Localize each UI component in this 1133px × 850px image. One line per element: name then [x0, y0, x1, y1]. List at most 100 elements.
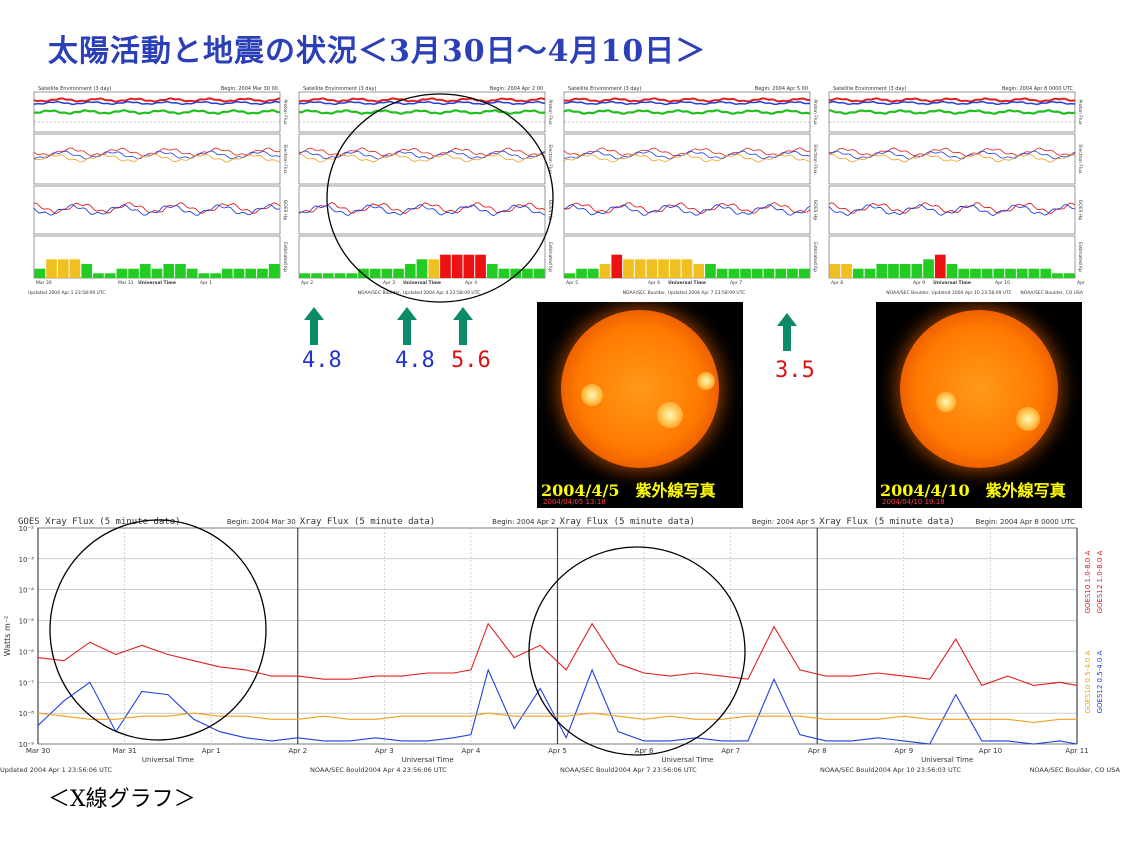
kp-bar: [970, 268, 981, 278]
electron-line: [33, 153, 281, 163]
kp-bar: [852, 268, 864, 278]
kp-bar: [334, 273, 346, 278]
kp-bar: [705, 264, 716, 278]
highlight-circle-xray: [49, 519, 267, 741]
xray-panel-begin: Begin: 2004 Apr 2: [492, 518, 555, 526]
kp-bar: [1040, 268, 1052, 278]
xray-panel-title: Xray Flux (5 minute data): [819, 517, 954, 527]
kp-bar: [740, 268, 751, 278]
kp-bar: [681, 259, 693, 278]
series-legend: GOES10 0.5-4.0 A: [1084, 650, 1092, 713]
xray-footer: NOAA/SEC Boulder, CO USA: [1030, 766, 1121, 774]
proton-line: [828, 100, 1076, 106]
panel-begin: Begin: 2004 Apr 2 00: [490, 86, 543, 92]
kp-bar: [923, 259, 934, 278]
side-label: GOES Hp: [1077, 200, 1083, 221]
side-label: Electron Flux: [1077, 144, 1083, 174]
panel-frame: [33, 133, 281, 185]
kp-bar: [864, 268, 876, 278]
side-label: Proton Flux: [1077, 99, 1083, 125]
y-axis-label: Watts m⁻²: [3, 616, 12, 657]
x-tick-label: Apr 8: [831, 280, 843, 286]
kp-bar: [311, 273, 322, 278]
xray-footer: Updated 2004 Apr 1 23:56:06 UTC: [0, 766, 112, 774]
y-tick-label: 10⁻⁵: [19, 618, 35, 626]
kp-bar: [787, 268, 798, 278]
panel-frame: [828, 133, 1076, 185]
side-label: Proton Flux: [812, 99, 818, 125]
electron-line: [298, 150, 546, 160]
hp-line: [33, 204, 281, 216]
kp-bar: [257, 268, 268, 278]
photo-caption-1: 2004/4/5 紫外線写真: [541, 481, 716, 500]
env-chart-2: Satellite Environment (3 day) Begin: 2004…: [298, 86, 553, 296]
hp-line: [563, 203, 811, 216]
highlight-circle-xray: [528, 546, 746, 756]
kp-bar: [669, 259, 681, 278]
kp-bar: [958, 268, 970, 278]
electron-line: [828, 153, 1076, 163]
kp-bar: [233, 268, 245, 278]
kp-bar: [829, 264, 841, 278]
kp-bar: [981, 268, 993, 278]
kp-bar: [151, 268, 163, 278]
y-tick-label: 10⁻⁷: [19, 679, 35, 687]
hp-line: [34, 202, 281, 215]
x-tick-label: Apr 1: [200, 280, 212, 286]
arrow-up-icon: [453, 307, 473, 345]
earthquake-magnitude-4: 3.5: [775, 358, 815, 383]
kp-bar: [369, 268, 381, 278]
electron-line: [33, 150, 281, 160]
side-label: Electron Flux: [547, 144, 553, 174]
xray-panel-title: Xray Flux (5 minute data): [300, 517, 435, 527]
kp-bar: [888, 264, 899, 278]
kp-bar: [299, 273, 311, 278]
env-panel-4: Satellite Environment (3 day) Begin: 2004…: [823, 86, 1085, 296]
panel-frame: [828, 91, 1076, 133]
x-tick-label: Apr 4: [465, 280, 477, 286]
x-axis-label: Universal Time: [661, 756, 713, 764]
photo-caption-2: 2004/4/10 紫外線写真: [880, 481, 1066, 500]
kp-bar: [46, 259, 57, 278]
proton-line: [563, 97, 810, 103]
y-tick-label: 10⁻⁴: [19, 587, 35, 595]
xray-panel-title: GOES Xray Flux (5 minute data): [18, 517, 181, 527]
panel-frame: [563, 91, 811, 133]
x-tick-label: Apr 3: [375, 747, 394, 755]
xray-series-line: [37, 668, 1078, 745]
updated-stamp: Updated 2004 Apr 1 23:58:09 UTC: [28, 290, 106, 296]
side-label: Estimated Kp: [1077, 242, 1083, 272]
panel-header: Satellite Environment (3 day): [568, 86, 642, 92]
x-tick-label: Apr 5: [548, 747, 567, 755]
hp-line: [828, 204, 1076, 217]
kp-bar: [522, 268, 533, 278]
highlight-circle-env: [326, 93, 554, 303]
hp-line: [828, 202, 1076, 215]
kp-bar: [775, 268, 787, 278]
series-legend: GOES10 1.0-8.0 A: [1084, 550, 1092, 613]
electron-line: [298, 153, 546, 163]
kp-bar: [993, 268, 1005, 278]
kp-bar: [186, 268, 198, 278]
kp-bar: [1063, 273, 1075, 278]
kp-bar: [322, 273, 334, 278]
updated-stamp: NOAA/SEC Boulder, Updated 2004 Apr 7 23:…: [623, 290, 746, 296]
kp-bar: [498, 268, 510, 278]
kp-bar: [34, 268, 46, 278]
kp-bar: [428, 259, 440, 278]
page-title: 太陽活動と地震の状況＜3月30日～4月10日＞: [48, 34, 707, 69]
x-tick-label: Apr 9: [894, 747, 913, 755]
earthquake-magnitude-2: 4.8: [395, 348, 435, 373]
kp-bar: [486, 264, 498, 278]
kp-bar: [798, 268, 810, 278]
x-tick-label: Apr 7: [721, 747, 740, 755]
kp-bar: [1028, 268, 1040, 278]
kp-bar: [934, 254, 946, 278]
xray-footer: NOAA/SEC Bould2004 Apr 4 23:56:06 UTC: [310, 766, 447, 774]
side-label: Proton Flux: [547, 99, 553, 125]
kp-bar: [611, 254, 623, 278]
kp-bar: [1005, 268, 1016, 278]
xray-caption: ＜X線グラフ＞: [48, 787, 196, 812]
panel-frame: [563, 133, 811, 185]
kp-bar: [911, 264, 923, 278]
